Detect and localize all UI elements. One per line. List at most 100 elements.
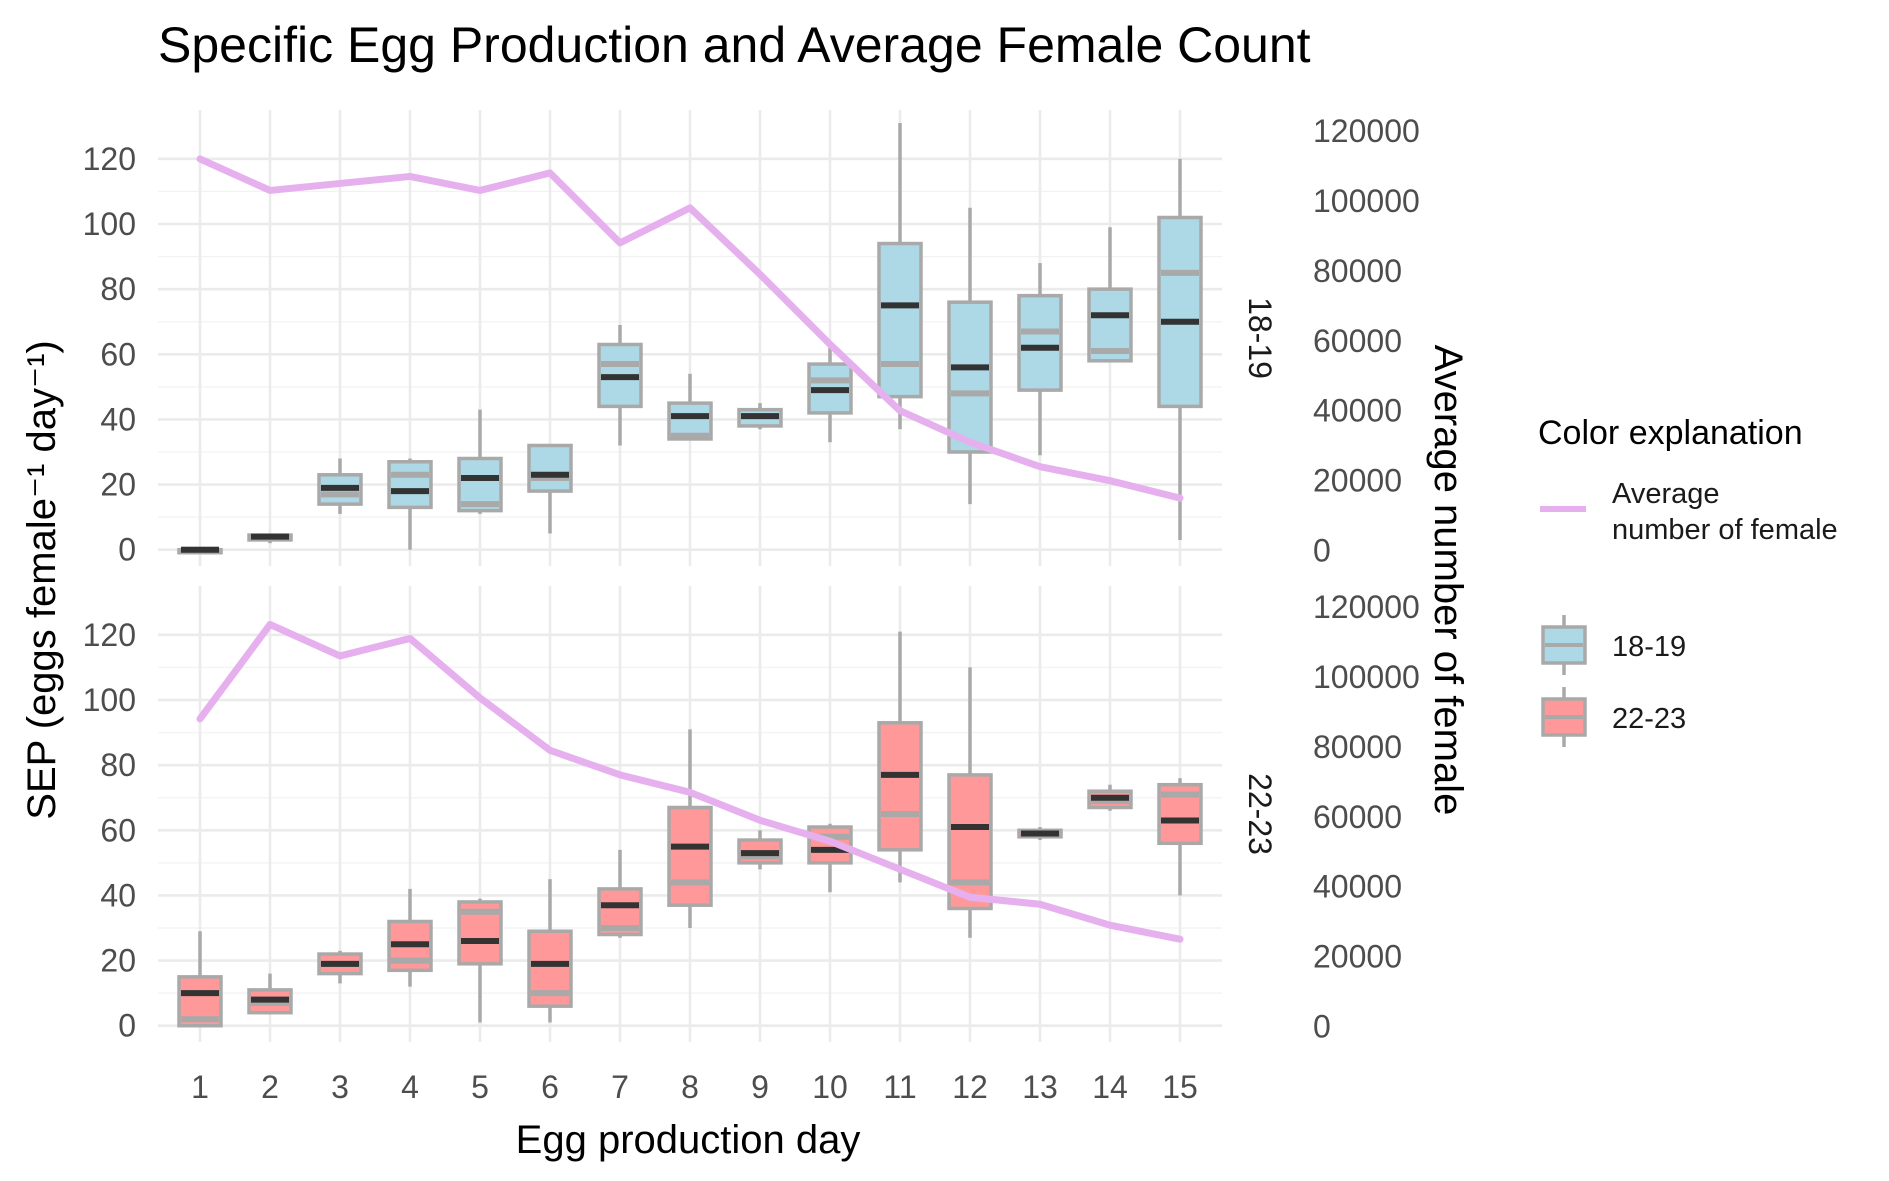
y2-tick-label: 60000 <box>1313 799 1402 835</box>
box-22-23-day-9 <box>737 830 783 870</box>
y-tick-label: 120 <box>83 141 136 177</box>
legend: Color explanation Average number of fema… <box>1538 414 1838 747</box>
y2-tick-label: 60000 <box>1313 323 1402 359</box>
box-22-23-day-5 <box>457 898 503 1023</box>
legend-line-label: Average <box>1612 478 1720 510</box>
x-axis-title: Egg production day <box>516 1118 861 1162</box>
box-22-23-day-6 <box>527 879 573 1023</box>
y2-tick-label: 20000 <box>1313 463 1402 499</box>
y-tick-label: 100 <box>83 682 136 718</box>
y-tick-label: 40 <box>100 877 136 913</box>
y2-tick-label: 80000 <box>1313 729 1402 765</box>
avg-female-line-18-19 <box>196 155 1184 502</box>
y2-tick-label: 100000 <box>1313 659 1420 695</box>
box-22-23-day-14 <box>1087 784 1133 811</box>
box-body <box>1157 215 1203 409</box>
y2-tick-label: 40000 <box>1313 869 1402 905</box>
box-18-19-day-5 <box>457 409 503 514</box>
box-18-19-day-12 <box>947 207 993 505</box>
box-body <box>877 241 923 399</box>
box-body <box>387 460 433 510</box>
x-tick-label: 14 <box>1092 1069 1128 1105</box>
y-tick-label: 60 <box>100 336 136 372</box>
facet-strip-label: 18-19 <box>1242 297 1278 379</box>
x-tick-label: 10 <box>812 1069 848 1105</box>
y-tick-label: 60 <box>100 812 136 848</box>
box-22-23-day-1 <box>177 931 223 1028</box>
legend-key-18-19: 18-19 <box>1541 615 1686 675</box>
legend-key-label: 22-23 <box>1612 703 1686 735</box>
box-18-19-day-1 <box>177 546 223 555</box>
y2-tick-label: 80000 <box>1313 253 1402 289</box>
x-tick-label: 5 <box>471 1069 489 1105</box>
box-body <box>947 773 993 911</box>
y2-tick-label: 40000 <box>1313 393 1402 429</box>
x-tick-label: 7 <box>611 1069 629 1105</box>
facet-strip-label: 22-23 <box>1242 773 1278 855</box>
box-18-19-day-7 <box>597 324 643 446</box>
box-body <box>947 300 993 454</box>
box-body <box>1017 293 1063 392</box>
box-18-19-day-4 <box>387 458 433 550</box>
x-tick-label: 1 <box>191 1069 209 1105</box>
panel-22-23: 0 20 40 60 80 100 120 0 20000 40000 60000 80000 1000… <box>83 586 1420 1045</box>
box-18-19-day-15 <box>1157 158 1203 540</box>
x-tick-label: 2 <box>261 1069 279 1105</box>
y2-tick-label: 20000 <box>1313 939 1402 975</box>
box-22-23-day-7 <box>597 849 643 938</box>
y2-tick-label: 0 <box>1313 1009 1331 1045</box>
legend-box-keys: 18-19 22-23 <box>1541 615 1686 747</box>
chart-panels: 0204060801001200200004000060000800001000… <box>83 110 1420 1105</box>
box-18-19-day-14 <box>1087 227 1133 363</box>
legend-key-label: 18-19 <box>1612 631 1686 663</box>
box-18-19-day-13 <box>1017 263 1063 456</box>
x-tick-label: 11 <box>883 1069 916 1105</box>
box-18-19-day-3 <box>317 458 363 514</box>
y-tick-label: 120 <box>83 617 136 653</box>
chart-title: Specific Egg Production and Average Fema… <box>158 17 1311 73</box>
box-18-19-day-10 <box>807 347 853 443</box>
x-tick-label: 13 <box>1022 1069 1058 1105</box>
box-22-23-day-11 <box>877 631 923 883</box>
box-18-19-day-11 <box>877 123 923 430</box>
y-tick-label: 80 <box>100 747 136 783</box>
y2-tick-label: 120000 <box>1313 589 1420 625</box>
y2-tick-label: 120000 <box>1313 113 1420 149</box>
box-22-23-day-15 <box>1157 778 1203 896</box>
box-22-23-day-2 <box>247 973 293 1015</box>
y-tick-label: 20 <box>100 467 136 503</box>
box-body <box>527 443 573 493</box>
y-tick-label: 40 <box>100 401 136 437</box>
y-tick-label: 80 <box>100 271 136 307</box>
panel-18-19: 0 20 40 60 80 100 120 0 20000 40000 60000 80000 1000… <box>83 110 1420 569</box>
box-22-23-day-13 <box>1017 827 1063 841</box>
y-tick-label: 100 <box>83 206 136 242</box>
legend-title: Color explanation <box>1538 414 1803 452</box>
box-22-23-day-3 <box>317 950 363 984</box>
x-tick-label: 3 <box>331 1069 349 1105</box>
y2-axis-title: Average number of female <box>1426 345 1470 816</box>
x-tick-label: 4 <box>401 1069 419 1105</box>
y2-tick-label: 100000 <box>1313 183 1420 219</box>
x-tick-label: 12 <box>952 1069 988 1105</box>
y2-tick-label: 0 <box>1313 533 1331 569</box>
x-tick-label: 15 <box>1162 1069 1198 1105</box>
box-22-23-day-4 <box>387 888 433 987</box>
box-body <box>877 721 923 852</box>
avg-female-line-22-23 <box>196 620 1184 943</box>
box-18-19-day-2 <box>247 533 293 544</box>
legend-key-22-23: 22-23 <box>1541 687 1686 747</box>
x-tick-label: 6 <box>541 1069 559 1105</box>
legend-line-label-2: number of female <box>1612 514 1838 546</box>
x-tick-label: 8 <box>681 1069 699 1105</box>
x-tick-label: 9 <box>751 1069 769 1105</box>
y-tick-label: 0 <box>118 532 136 568</box>
box-22-23-day-12 <box>947 667 993 938</box>
box-18-19-day-6 <box>527 443 573 534</box>
box-18-19-day-9 <box>737 403 783 430</box>
y-tick-label: 0 <box>118 1008 136 1044</box>
y-axis-title: SEP (eggs female⁻¹ day⁻¹) <box>20 340 64 819</box>
box-18-19-day-8 <box>667 373 713 441</box>
box-body <box>667 805 713 907</box>
